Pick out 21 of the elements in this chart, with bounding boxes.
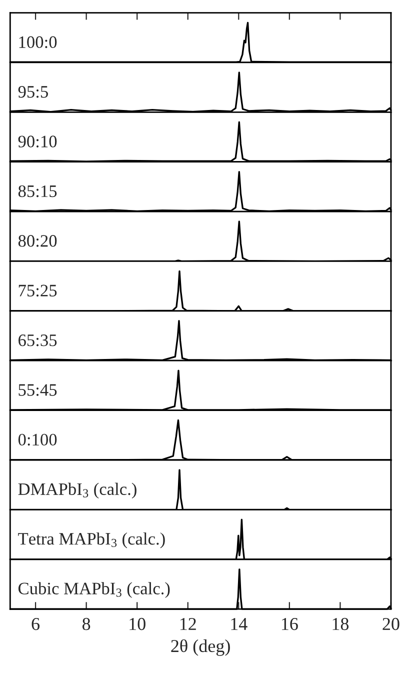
text: Tetra MAPbI$_{3}$ (calc.): [18, 532, 165, 548]
x-tick-label: 16: [282, 618, 298, 630]
text: 100:0: [19, 36, 57, 48]
text: Cubic MAPbI$_{3}$ (calc.): [18, 582, 170, 598]
text: 65:35: [18, 334, 57, 346]
x-tick-label: 12: [180, 618, 196, 630]
text: 80:20: [18, 235, 57, 247]
text: DMAPbI$_{3}$ (calc.): [18, 482, 136, 499]
text: 75:25: [18, 284, 57, 297]
x-tick-label: 10: [130, 618, 146, 630]
text: 90:10: [18, 136, 57, 148]
x-tick-label: 14: [231, 618, 248, 630]
text: 0:100: [18, 434, 57, 446]
text: 95:5: [18, 86, 48, 98]
x-axis-title: 2θ (deg): [171, 639, 230, 656]
x-tick-label: 8: [82, 618, 90, 630]
x-tick-label: 18: [332, 618, 349, 630]
text: 85:15: [18, 185, 57, 198]
text: 55:45: [18, 384, 57, 396]
x-tick-label: 6: [32, 618, 40, 630]
x-tick-label: 20: [382, 618, 400, 630]
